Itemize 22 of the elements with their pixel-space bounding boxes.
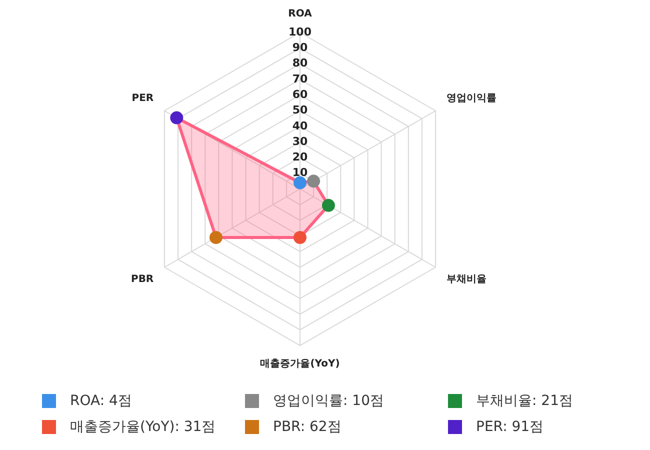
y-tick-label: 30 (292, 134, 308, 148)
y-tick-label: 80 (292, 56, 308, 70)
spoke-label: PER (132, 93, 154, 104)
spoke-label: ROA (288, 8, 312, 20)
y-tick-label: 50 (292, 104, 308, 117)
y-tick-label: 10 (292, 166, 308, 180)
text: 매출증가율(YoY): 31점 (70, 418, 216, 436)
text: 부채비율: 21점 (476, 392, 573, 410)
y-tick-label: 100 (288, 25, 312, 38)
text: PBR: 62점 (273, 418, 342, 436)
y-tick-label: 90 (292, 41, 308, 54)
text: ROA: 4점 (70, 392, 132, 410)
spoke-label: 영업이익률 (446, 93, 496, 104)
y-tick-label: 40 (292, 119, 308, 132)
y-tick-label: 60 (292, 88, 308, 101)
spoke-label: 매출증가율(YoY) (260, 358, 340, 370)
y-tick-label: 20 (292, 150, 308, 164)
y-tick-label: 70 (292, 72, 308, 86)
spoke-label: 부채비율 (446, 274, 486, 286)
text: 영업이익률: 10점 (273, 392, 384, 410)
spoke-label: PBR (130, 274, 154, 286)
text: PER: 91점 (476, 418, 544, 436)
